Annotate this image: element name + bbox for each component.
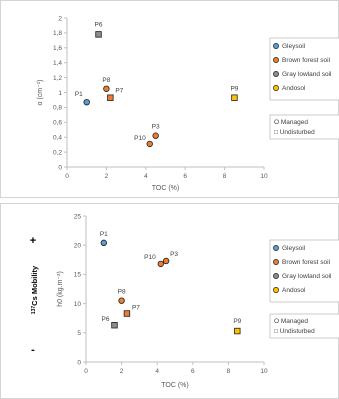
bottom-management-entry-1: □ Undisturbed (274, 328, 315, 335)
bottom-point-label-p7: P7 (132, 305, 140, 312)
top-point-p6 (95, 31, 102, 38)
top-point-label-p9: P9 (230, 86, 238, 93)
bottom-y-tick-label: 20 (74, 243, 82, 250)
top-chart: 0 0,2 0,4 0,6 0,8 1 1,2 1,4 1,6 1,8 2 0 2 4 6 8 10 TOC (%… (37, 15, 339, 192)
bottom-point-p9 (234, 327, 241, 335)
top-point-p7 (107, 94, 114, 101)
bottom-chart: 0 5 10 15 20 25 0 2 4 6 8 10 TOC (%) h0 (kg.m⁻²) P1 P10… (57, 213, 339, 389)
top-point-label-p6: P6 (95, 21, 103, 28)
bottom-y-tick-label: 10 (74, 301, 82, 308)
top-point-p1 (83, 98, 90, 106)
bottom-legend-marker-0 (273, 245, 279, 251)
bottom-point-p10 (157, 260, 164, 268)
top-legend-marker-3 (273, 85, 279, 91)
bottom-x-tick-label: 2 (120, 368, 124, 375)
top-management-legend-box (269, 114, 339, 140)
mobility-superscript: 137 (31, 306, 37, 315)
top-y-tick-label: 1 (58, 90, 62, 97)
top-y-tick-label: 1,4 (53, 60, 62, 67)
bottom-point-label-p10: P10 (144, 254, 156, 261)
bottom-point-label-p1: P1 (100, 231, 108, 238)
top-y-tick-label: 1,2 (53, 75, 62, 82)
bottom-x-tick-label: 4 (155, 368, 159, 375)
bottom-soil-legend-box (269, 239, 339, 303)
top-point-label-p3: P3 (152, 124, 160, 131)
top-point-label-p10: P10 (134, 135, 146, 142)
bottom-point-label-p8: P8 (118, 289, 126, 296)
top-x-tick-label: 4 (144, 173, 148, 180)
bottom-legend-entry-1: Brown forest soil (282, 259, 331, 266)
bottom-legend-marker-1 (273, 259, 279, 265)
mobility-text: Cs Mobility (30, 265, 39, 306)
top-legend-marker-1 (273, 57, 279, 63)
top-point-p9 (231, 94, 238, 101)
top-x-tick-label: 10 (260, 173, 268, 180)
top-soil-legend-box (269, 37, 339, 101)
top-y-tick-label: 1,6 (53, 45, 62, 52)
bottom-point-p7 (123, 310, 131, 317)
top-y-tick-label: 0,2 (53, 149, 62, 156)
top-y-tick-label: 0 (58, 164, 62, 171)
bottom-point-label-p9: P9 (233, 318, 241, 325)
top-legend-entry-0: Gleysoil (282, 43, 306, 50)
top-point-label-p7: P7 (115, 88, 123, 95)
bottom-y-tick-label: 0 (77, 359, 81, 366)
top-y-axis-label: α (cm⁻¹) (37, 79, 44, 105)
bottom-y-tick-label: 25 (74, 213, 82, 220)
top-legend-marker-0 (273, 43, 279, 49)
top-point-p10 (146, 140, 153, 148)
bottom-y-tick-label: 15 (74, 272, 82, 279)
bottom-x-tick-label: 8 (227, 368, 231, 375)
top-y-tick-label: 2 (58, 15, 62, 22)
top-point-p8 (103, 85, 110, 92)
mobility-label: 137Cs Mobility (30, 265, 39, 314)
bottom-x-tick-label: 6 (191, 368, 195, 375)
bottom-legend-entry-2: Gray lowland soil (282, 273, 332, 280)
top-point-p3 (152, 132, 159, 139)
bottom-legend-entry-3: Andosol (282, 287, 306, 294)
top-legend-entry-1: Brown forest soil (282, 57, 331, 64)
bottom-legend-marker-3 (273, 287, 279, 293)
bottom-point-label-p3: P3 (170, 251, 178, 258)
top-legend-marker-2 (273, 71, 279, 77)
top-x-tick-label: 8 (223, 173, 227, 180)
bottom-point-p3 (162, 257, 170, 265)
bottom-management-entry-0: O Managed (274, 318, 308, 325)
top-y-tick-label: 0,6 (53, 120, 62, 127)
bottom-x-tick-label: 0 (84, 368, 88, 375)
top-x-tick-label: 2 (105, 173, 109, 180)
bottom-point-p6 (111, 322, 118, 329)
top-point-label-p1: P1 (75, 91, 83, 98)
top-management-entry-0: O Managed (274, 119, 308, 126)
bottom-x-axis-label: TOC (%) (161, 382, 188, 389)
bottom-y-tick-label: 5 (77, 330, 81, 337)
top-y-tick-label: 0,4 (53, 135, 62, 142)
top-x-tick-label: 6 (183, 173, 187, 180)
bottom-management-legend-box (269, 313, 339, 339)
bottom-legend-entry-0: Gleysoil (282, 245, 306, 252)
top-legend-entry-2: Gray lowland soil (282, 71, 332, 78)
mobility-side-labels: + - 137Cs Mobility (30, 235, 39, 356)
top-point-label-p8: P8 (102, 77, 110, 84)
top-y-tick-label: 0,8 (53, 105, 62, 112)
mobility-plus-sign: + (30, 235, 36, 247)
top-x-tick-label: 0 (65, 173, 69, 180)
bottom-point-p1 (100, 239, 107, 247)
top-x-axis-label: TOC (%) (152, 185, 179, 192)
top-y-tick-label: 1,8 (53, 30, 62, 37)
top-legend-entry-3: Andosol (282, 85, 306, 92)
bottom-point-label-p6: P6 (102, 316, 110, 323)
mobility-minus-sign: - (31, 344, 35, 356)
bottom-x-tick-label: 10 (260, 368, 268, 375)
bottom-legend-marker-2 (273, 273, 279, 279)
top-management-entry-1: □ Undisturbed (274, 129, 315, 136)
bottom-y-axis-label: h0 (kg.m⁻²) (57, 271, 64, 307)
bottom-point-p8 (118, 297, 125, 304)
